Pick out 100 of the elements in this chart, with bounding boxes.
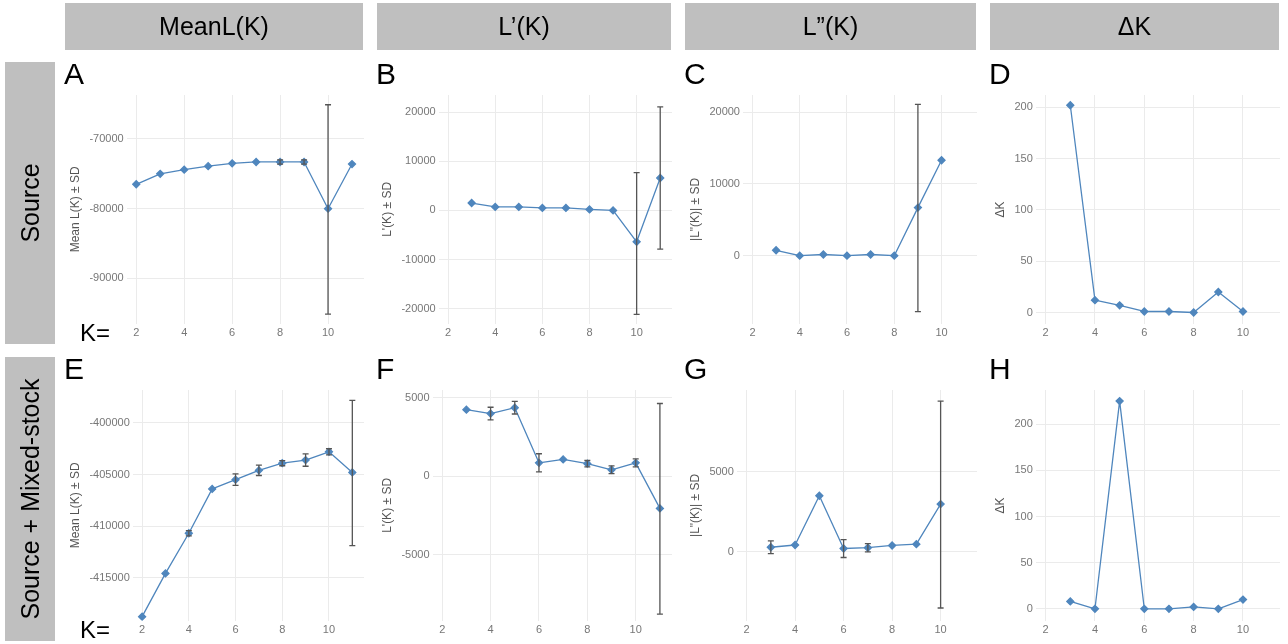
point: [1115, 301, 1124, 310]
point: [815, 491, 824, 500]
x-tick-label: 10: [1236, 623, 1250, 636]
point: [1214, 604, 1223, 613]
y-tick-label: -405000: [89, 467, 130, 480]
y-tick-label: 10000: [709, 176, 740, 189]
y-tick-label: -70000: [89, 131, 124, 144]
y-tick-label: 150: [1014, 151, 1033, 164]
x-tick-label: 2: [439, 623, 446, 636]
x-tick-label: 10: [629, 623, 642, 636]
x-tick-label: 6: [843, 326, 851, 339]
x-tick-label: 4: [487, 623, 494, 636]
point: [208, 484, 217, 494]
x-tick-label: 6: [232, 623, 239, 636]
chart-title: A: [64, 57, 85, 91]
point: [1140, 307, 1149, 316]
x-tick-label: 4: [792, 623, 799, 636]
x-tick-label: 2: [1042, 326, 1049, 339]
y-tick-label: 100: [1014, 202, 1033, 215]
point: [1189, 308, 1198, 317]
x-tick-label: 4: [181, 326, 188, 339]
y-tick-label: 0: [1026, 305, 1033, 318]
y-axis-title: ΔK: [992, 497, 1007, 514]
point: [204, 162, 213, 171]
point: [912, 540, 921, 549]
y-tick-label: 50: [1020, 555, 1033, 568]
point: [227, 159, 237, 168]
y-tick-label: -20000: [401, 301, 436, 314]
text: Source: [15, 163, 45, 243]
chart-title: B: [376, 57, 397, 91]
y-tick-label: 50: [1020, 254, 1033, 267]
source-note: Source + Mixed-stock: [15, 378, 45, 620]
x-tick-label: 8: [889, 623, 896, 636]
x-tick-label: 8: [1190, 326, 1197, 339]
y-tick-label: -5000: [401, 547, 430, 560]
x-tick-label: 4: [1091, 623, 1099, 636]
chart-title: C: [684, 57, 706, 91]
x-tick-label: 2: [133, 326, 140, 339]
point: [180, 165, 189, 174]
y-tick-label: -90000: [89, 271, 124, 284]
y-axis-title: Mean L(K) ± SD: [67, 462, 82, 549]
x-tick-label: 4: [492, 326, 499, 339]
point: [1189, 602, 1198, 612]
point: [890, 251, 899, 260]
x-tick-label: 8: [277, 326, 284, 339]
point: [1090, 296, 1100, 305]
y-tick-label: -80000: [89, 201, 124, 214]
x-tick-label: 8: [279, 623, 286, 636]
y-tick-label: 10000: [405, 154, 436, 167]
y-tick-label: 150: [1014, 463, 1033, 476]
chart-subtitle: L”(K): [685, 3, 976, 50]
point: [1066, 597, 1075, 606]
point: [514, 202, 523, 212]
x-tick-label: 6: [840, 623, 847, 636]
y-axis-title: |L"(K)| ± SD: [687, 177, 702, 241]
y-tick-label: -400000: [89, 416, 130, 428]
y-tick-label: 0: [423, 469, 430, 482]
y-axis-title: Mean L(K) ± SD: [67, 166, 82, 253]
x-tick-label: 6: [539, 326, 546, 339]
y-tick-label: 20000: [405, 105, 436, 118]
y-tick-label: 5000: [405, 390, 430, 403]
y-axis-title: L'(K) ± SD: [379, 181, 394, 237]
point: [819, 250, 828, 259]
point: [866, 250, 875, 259]
y-tick-label: 200: [1014, 417, 1033, 430]
y-tick-label: -410000: [89, 519, 130, 532]
point: [1140, 604, 1149, 613]
chart-title: G: [684, 352, 708, 386]
x-tick-label: 8: [584, 623, 591, 636]
x-tick-label: 10: [322, 623, 336, 636]
x-tick-label: 10: [321, 326, 335, 339]
point: [608, 206, 618, 215]
text: K=: [80, 616, 111, 644]
chart-title: D: [989, 57, 1011, 91]
point: [462, 405, 471, 414]
y-tick-label: 5000: [709, 464, 734, 477]
x-tick-label: 4: [796, 326, 803, 339]
text: K=: [80, 319, 111, 347]
point: [842, 251, 852, 260]
y-tick-label: 0: [733, 248, 740, 261]
x-tick-label: 8: [1190, 623, 1197, 636]
chart-title: E: [64, 352, 85, 386]
x-tick-label: 2: [139, 623, 146, 636]
x-tick-label: 2: [743, 623, 750, 636]
x-tick-label: 2: [445, 326, 452, 339]
chart-title: H: [989, 352, 1011, 386]
x-tick-label: 6: [229, 326, 236, 339]
point: [585, 205, 594, 214]
point: [132, 180, 141, 189]
x-tick-label: 10: [935, 326, 948, 339]
y-tick-label: 20000: [709, 105, 740, 118]
point: [795, 251, 804, 260]
point: [1164, 604, 1174, 613]
chart-subtitle: ΔK: [990, 3, 1279, 50]
point: [467, 198, 476, 208]
x-tick-label: 2: [749, 326, 756, 339]
chart-subtitle: MeanL(K): [65, 3, 363, 50]
y-tick-label: 0: [727, 544, 734, 557]
x-tick-label: 2: [1042, 623, 1049, 636]
point: [251, 157, 261, 167]
